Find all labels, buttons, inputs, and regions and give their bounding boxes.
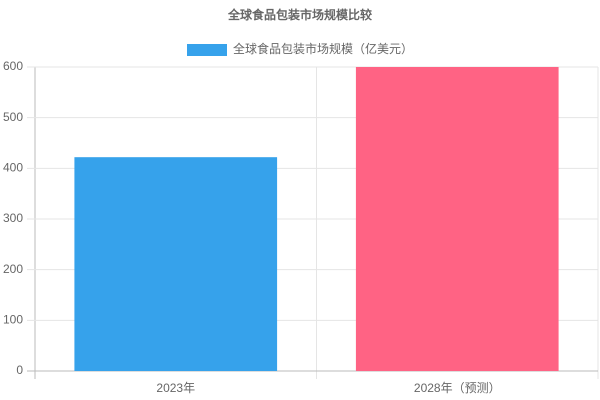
y-tick-label: 400 <box>3 161 23 175</box>
x-tick-label: 2028年（预测） <box>414 381 501 395</box>
y-tick-label: 500 <box>3 110 23 124</box>
y-tick-label: 100 <box>3 313 23 327</box>
y-tick-label: 600 <box>3 59 23 73</box>
bar <box>74 157 278 371</box>
chart-title: 全球食品包装市场规模比较 <box>227 7 372 22</box>
legend-label: 全球食品包装市场规模（亿美元） <box>233 41 413 56</box>
bar <box>355 67 559 371</box>
y-tick-label: 0 <box>16 363 23 377</box>
x-tick-label: 2023年 <box>156 381 195 395</box>
legend-swatch <box>187 44 227 56</box>
y-tick-label: 200 <box>3 262 23 276</box>
y-tick-label: 300 <box>3 211 23 225</box>
